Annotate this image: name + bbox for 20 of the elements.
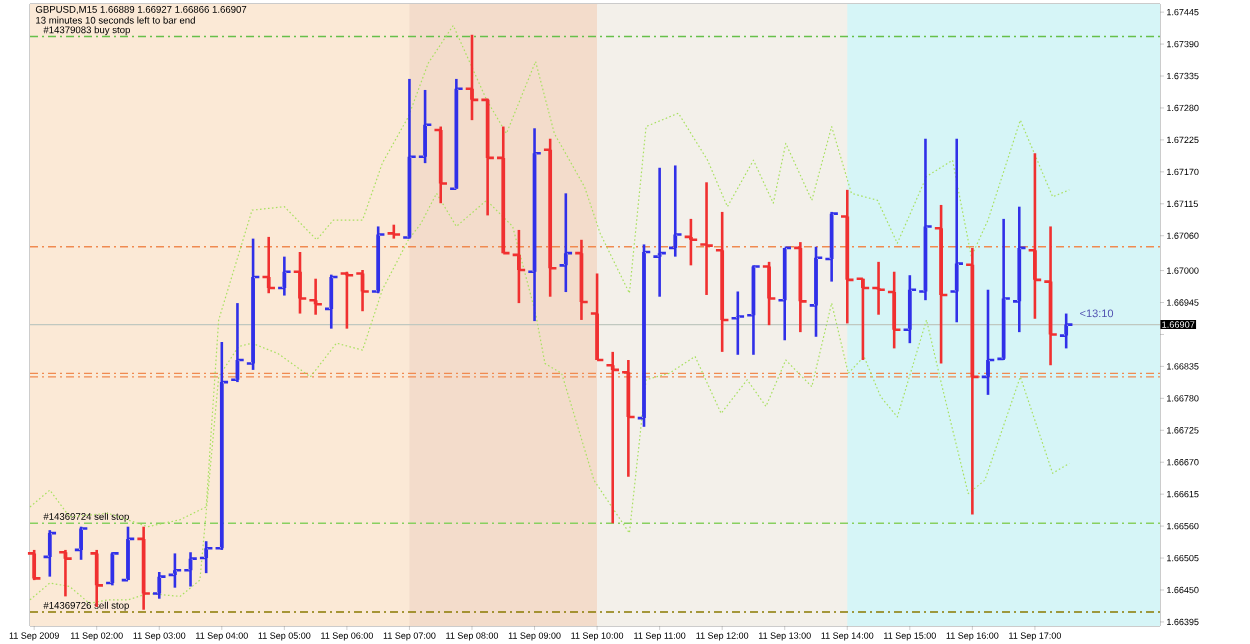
candlestick: [1059, 312, 1073, 350]
candlestick: [43, 528, 57, 578]
candlestick: [669, 164, 682, 258]
candlestick: [59, 548, 72, 598]
candlestick: [622, 358, 635, 479]
candlestick: [231, 301, 244, 384]
candlestick: [950, 137, 963, 324]
candlestick: [325, 273, 338, 330]
candlestick: [74, 525, 88, 562]
candlestick: [559, 192, 573, 294]
candlestick: [700, 181, 713, 297]
candlestick: [121, 525, 135, 582]
candlestick: [106, 550, 119, 587]
candlestick: [887, 270, 901, 350]
candlestick: [278, 255, 291, 297]
candlestick: [762, 260, 776, 327]
candlestick: [606, 350, 619, 525]
candlestick: [512, 228, 526, 305]
candlestick: [653, 166, 666, 299]
candlestick: [27, 548, 41, 582]
